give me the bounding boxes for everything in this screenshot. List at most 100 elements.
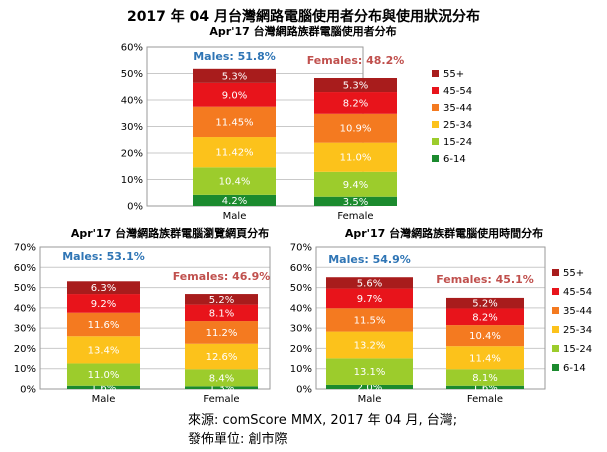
data-label: 8.1% <box>472 373 497 384</box>
bar-segment <box>446 308 524 326</box>
data-label: 10.4% <box>469 331 501 342</box>
data-label: 8.2% <box>343 98 368 109</box>
bar-segment <box>314 78 397 93</box>
bar-segment <box>185 343 258 370</box>
y-tick-label: 60% <box>121 43 143 54</box>
legend-swatch <box>432 155 439 162</box>
data-label: 13.2% <box>354 340 386 351</box>
legend-swatch <box>432 70 439 77</box>
bar-segment <box>185 304 258 322</box>
bar-segment <box>193 194 276 206</box>
legend-swatch <box>552 269 559 276</box>
data-label: 9.0% <box>222 90 247 101</box>
legend-swatch <box>432 121 439 128</box>
legend-label: 15-24 <box>563 344 592 355</box>
bar-segment <box>446 325 524 347</box>
bar-segment <box>185 321 258 344</box>
data-label: 5.2% <box>209 295 234 306</box>
chart-title: Apr'17 台灣網路族群電腦使用者分布 <box>209 24 396 38</box>
legend-label: 45-54 <box>563 287 592 298</box>
bar-segment <box>185 294 258 305</box>
bar-segment <box>326 308 413 332</box>
male-total-label: Males: 53.1% <box>62 250 145 263</box>
legend-swatch <box>552 364 559 371</box>
legend-swatch <box>552 288 559 295</box>
bar-segment <box>193 106 276 138</box>
y-tick-label: 10% <box>14 364 36 375</box>
y-tick-label: 0% <box>20 385 36 396</box>
legend-label: 35-44 <box>443 103 472 114</box>
bar-segment <box>185 369 258 387</box>
legend-swatch <box>432 138 439 145</box>
y-tick-label: 20% <box>121 149 143 160</box>
bar-segment <box>446 369 524 386</box>
x-tick-label: Male <box>223 211 247 222</box>
data-label: 8.2% <box>472 312 497 323</box>
bar-segment <box>326 358 413 385</box>
bar-segment <box>67 281 140 295</box>
bar-segment <box>193 68 276 83</box>
data-label: 8.1% <box>209 308 234 319</box>
legend-label: 15-24 <box>443 137 472 148</box>
y-tick-label: 70% <box>14 243 36 254</box>
legend-label: 6-14 <box>563 363 586 374</box>
female-total-label: Females: 48.2% <box>307 54 405 67</box>
plot-area <box>39 246 271 390</box>
bar-segment <box>314 171 397 197</box>
legend-label: 6-14 <box>443 154 466 165</box>
bar-segment <box>185 386 258 389</box>
data-label: 1.3% <box>209 383 234 394</box>
bar-segment <box>326 277 413 289</box>
legend-label: 25-34 <box>563 325 592 336</box>
data-label: 5.6% <box>357 278 382 289</box>
bar-segment <box>446 297 524 309</box>
bar-segment <box>314 142 397 172</box>
data-label: 13.4% <box>88 345 120 356</box>
data-label: 11.42% <box>215 148 253 159</box>
data-label: 10.9% <box>340 124 372 135</box>
bar-segment <box>326 331 413 359</box>
bar-segment <box>326 384 413 389</box>
legend-label: 25-34 <box>443 120 472 131</box>
data-label: 11.0% <box>88 370 120 381</box>
data-label: 8.4% <box>209 373 234 384</box>
data-label: 1.6% <box>472 383 497 394</box>
y-tick-label: 30% <box>121 122 143 133</box>
y-tick-label: 30% <box>290 324 312 335</box>
data-label: 11.6% <box>88 320 120 331</box>
data-label: 3.5% <box>343 197 368 208</box>
legend-swatch <box>552 307 559 314</box>
legend-label: 55+ <box>443 69 464 80</box>
bar-segment <box>314 196 397 206</box>
female-total-label: Females: 45.1% <box>436 273 534 286</box>
data-label: 4.2% <box>222 196 247 207</box>
data-label: 5.3% <box>343 81 368 92</box>
bar-segment <box>67 294 140 313</box>
data-label: 11.0% <box>340 153 372 164</box>
data-label: 11.2% <box>206 328 238 339</box>
legend-swatch <box>432 87 439 94</box>
data-label: 10.4% <box>219 177 251 188</box>
x-tick-label: Female <box>467 394 503 405</box>
bar-segment <box>67 336 140 364</box>
source-note: 來源: comScore MMX, 2017 年 04 月, 台灣; <box>188 413 458 428</box>
data-label: 5.2% <box>472 299 497 310</box>
bar-segment <box>314 92 397 114</box>
bar-segment <box>193 167 276 195</box>
y-tick-label: 20% <box>290 344 312 355</box>
data-label: 13.1% <box>354 367 386 378</box>
female-total-label: Females: 46.9% <box>173 270 271 283</box>
data-label: 6.3% <box>91 283 116 294</box>
bar-segment <box>67 312 140 337</box>
y-tick-label: 40% <box>121 96 143 107</box>
y-tick-label: 0% <box>127 202 143 213</box>
x-tick-label: Male <box>92 394 116 405</box>
plot-area <box>315 246 546 390</box>
y-tick-label: 0% <box>296 385 312 396</box>
x-tick-label: Female <box>337 211 373 222</box>
bar-segment <box>446 385 524 389</box>
y-tick-label: 10% <box>290 364 312 375</box>
y-tick-label: 70% <box>290 243 312 254</box>
y-tick-label: 50% <box>121 69 143 80</box>
